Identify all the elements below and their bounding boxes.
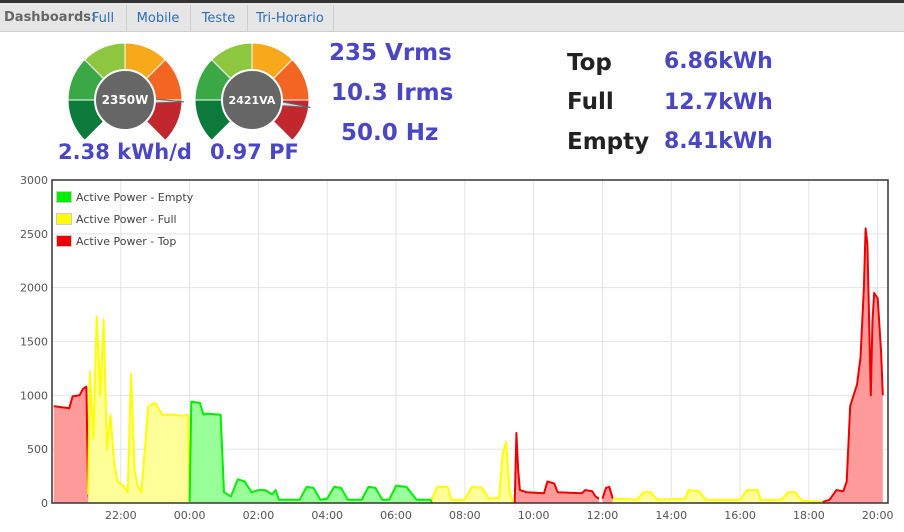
- power-gauge: 2350W: [67, 42, 185, 142]
- x-tick-label: 14:00: [655, 509, 687, 522]
- line-top: [513, 432, 600, 504]
- gauge-value: 2350W: [102, 93, 149, 107]
- daily-energy: 2.38 kWh/d: [58, 140, 192, 164]
- gauge-value: 2421VA: [229, 94, 276, 107]
- tab-mobile[interactable]: Mobile: [126, 5, 191, 32]
- dashboard-nav: Dashboards: Full Mobile Teste Tri-Horari…: [0, 0, 904, 32]
- y-tick-label: 1500: [20, 336, 48, 349]
- y-tick-label: 3000: [20, 174, 48, 187]
- x-tick-label: 16:00: [724, 509, 756, 522]
- line-top: [822, 227, 884, 503]
- x-tick-label: 06:00: [380, 509, 412, 522]
- tab-teste[interactable]: Teste: [190, 5, 248, 32]
- y-tick-label: 2000: [20, 282, 48, 295]
- gauge-hub: [221, 69, 283, 131]
- chart-legend: Active Power - Empty Active Power - Full…: [56, 186, 193, 252]
- tab-tri-horario[interactable]: Tri-Horario: [247, 5, 334, 32]
- frequency-reading: 50.0 Hz: [341, 120, 439, 146]
- line-full: [87, 315, 191, 502]
- plot-border: [51, 179, 889, 504]
- tab-full[interactable]: Full: [80, 5, 127, 32]
- gauge-hub: [94, 69, 156, 131]
- y-tick-label: 1000: [20, 389, 48, 402]
- legend-label-empty: Active Power - Empty: [76, 190, 194, 204]
- summary-value-top: 6.86kWh: [664, 49, 773, 74]
- summary-value-full: 12.7kWh: [664, 90, 773, 115]
- legend-item-full: Active Power - Full: [56, 208, 193, 230]
- summary-label-empty: Empty: [567, 129, 650, 155]
- y-tick-label: 500: [27, 443, 48, 456]
- x-tick-label: 04:00: [311, 509, 343, 522]
- legend-swatch-empty: [56, 191, 72, 203]
- apparent-power-gauge: 2421VA: [194, 42, 311, 142]
- y-tick-label: 2500: [20, 228, 48, 241]
- x-tick-label: 02:00: [243, 509, 275, 522]
- area-empty: [189, 401, 433, 503]
- voltage-reading: 235 Vrms: [329, 40, 452, 66]
- line-full: [612, 489, 823, 503]
- legend-swatch-top: [56, 235, 72, 247]
- x-tick-label: 18:00: [793, 509, 825, 522]
- summary-value-empty: 8.41kWh: [664, 129, 773, 154]
- area-top: [514, 433, 599, 503]
- x-tick-label: 00:00: [174, 509, 206, 522]
- y-tick-label: 0: [41, 497, 48, 510]
- current-reading: 10.3 Irms: [331, 80, 454, 106]
- line-full: [423, 440, 514, 504]
- x-tick-label: 20:00: [862, 509, 894, 522]
- legend-label-top: Active Power - Top: [76, 234, 177, 248]
- area-top: [53, 386, 90, 503]
- x-tick-label: 22:00: [105, 509, 137, 522]
- x-tick-label: 10:00: [518, 509, 550, 522]
- summary-label-top: Top: [567, 50, 612, 76]
- legend-item-empty: Active Power - Empty: [56, 186, 193, 208]
- active-power-chart: 0 500 1000 1500 2000 2500 3000 22:00 00:00 02:00 0…: [20, 174, 894, 522]
- legend-swatch-full: [56, 213, 72, 225]
- x-tick-label: 12:00: [587, 509, 619, 522]
- legend-label-full: Active Power - Full: [76, 212, 177, 226]
- line-empty: [188, 400, 434, 504]
- x-tick-label: 08:00: [449, 509, 481, 522]
- summary-label-full: Full: [567, 89, 614, 115]
- dashboards-label: Dashboards:: [4, 10, 97, 25]
- power-factor: 0.97 PF: [210, 140, 299, 164]
- line-top: [601, 485, 614, 500]
- legend-item-top: Active Power - Top: [56, 230, 193, 252]
